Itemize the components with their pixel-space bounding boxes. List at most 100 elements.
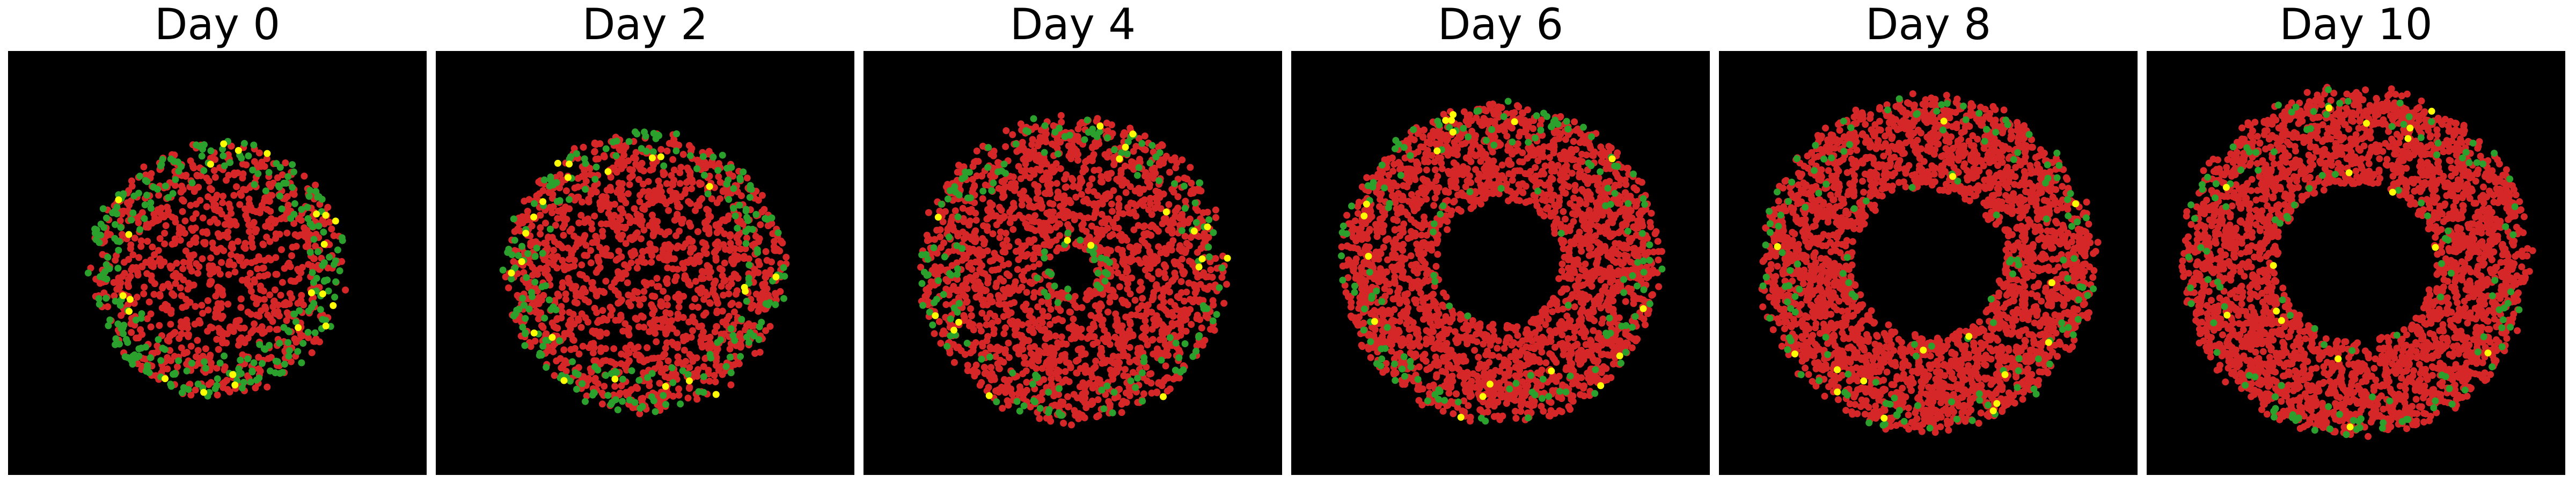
data-point-red [633,229,641,237]
data-point-green [165,194,172,201]
data-point-green [1051,282,1058,290]
data-point-red [1147,257,1154,264]
data-point-green [940,291,947,298]
data-point-red [1046,174,1053,181]
data-point-red [613,221,621,228]
data-point-green [1066,131,1073,139]
data-point-red [1035,260,1043,268]
data-point-green [1091,256,1098,264]
data-point-red [559,211,567,219]
data-point-red [1071,216,1078,223]
data-point-green [515,252,522,259]
data-point-red [737,343,744,351]
data-point-green [1110,146,1118,153]
data-point-red [690,245,697,252]
data-point-green [114,320,122,328]
data-point-yellow [560,377,568,384]
data-point-red [1165,311,1172,318]
data-point-red [255,273,263,280]
data-point-red [1111,224,1118,231]
data-point-red [655,283,662,290]
data-point-red [194,336,201,344]
data-point-red [1162,263,1169,270]
data-point-red [226,222,234,229]
data-point-green [700,389,707,396]
data-point-red [1109,288,1117,295]
data-point-red [1005,354,1013,361]
data-point-red [1126,358,1133,365]
data-point-red [1005,243,1013,250]
data-point-red [1002,324,1009,332]
data-point-red [624,279,631,287]
data-point-red [1123,399,1130,406]
data-point-red [1155,379,1162,386]
data-point-red [1000,294,1007,301]
data-point-red [1005,272,1013,280]
data-point-red [559,309,566,316]
data-point-red [301,172,308,180]
data-point-yellow [1087,241,1095,249]
data-point-green [737,353,744,360]
data-point-red [609,306,616,314]
data-point-red [214,207,222,215]
data-point-green [749,225,756,233]
data-point-red [696,202,703,209]
data-point-red [312,243,319,250]
data-point-red [1026,203,1033,210]
data-point-red [959,228,967,236]
data-point-green [541,314,548,322]
data-point-green [311,329,319,336]
data-point-red [1183,175,1191,183]
data-point-green [753,246,761,253]
data-point-red [689,179,696,186]
data-point-red [965,233,972,240]
data-point-red [1122,365,1129,373]
data-point-red [1141,317,1149,325]
data-point-red [996,234,1004,241]
data-point-yellow [950,326,957,334]
data-point-red [986,310,994,317]
data-point-red [575,350,583,358]
data-point-red [945,226,952,233]
data-point-red [1061,175,1068,183]
data-point-red [715,173,722,180]
data-point-green [326,253,333,261]
data-point-red [619,231,626,239]
data-point-red [1125,275,1133,282]
data-point-green [1000,160,1008,168]
data-point-green [722,363,730,370]
data-point-red [291,277,299,285]
data-point-green [1175,354,1183,361]
data-point-red [1039,223,1046,230]
data-point-red [1014,343,1022,351]
data-point-red [719,272,726,280]
data-point-red [1000,330,1008,338]
data-point-red [1142,303,1150,310]
data-point-red [1153,389,1161,397]
data-point-red [980,286,987,293]
data-point-red [1109,353,1117,360]
data-point-green [216,360,224,367]
data-point-red [187,391,195,399]
data-point-red [1028,167,1035,174]
data-point-yellow [772,273,780,281]
data-point-green [161,346,169,353]
data-point-red [1188,321,1195,328]
data-point-green [1192,219,1200,226]
data-point-red [1105,398,1113,405]
data-point-green [103,295,110,302]
data-point-red [195,184,202,191]
data-point-red [1017,120,1024,128]
data-point-green [510,215,517,223]
data-point-red [1177,308,1185,314]
data-point-red [219,312,226,320]
data-point-red [255,296,263,303]
data-point-red [202,345,209,353]
data-point-red [184,286,192,293]
data-point-green [931,299,938,306]
data-point-red [204,297,211,304]
data-point-red [984,215,991,223]
data-point-green [614,406,621,414]
data-point-red [600,152,608,159]
data-point-red [1169,237,1177,244]
